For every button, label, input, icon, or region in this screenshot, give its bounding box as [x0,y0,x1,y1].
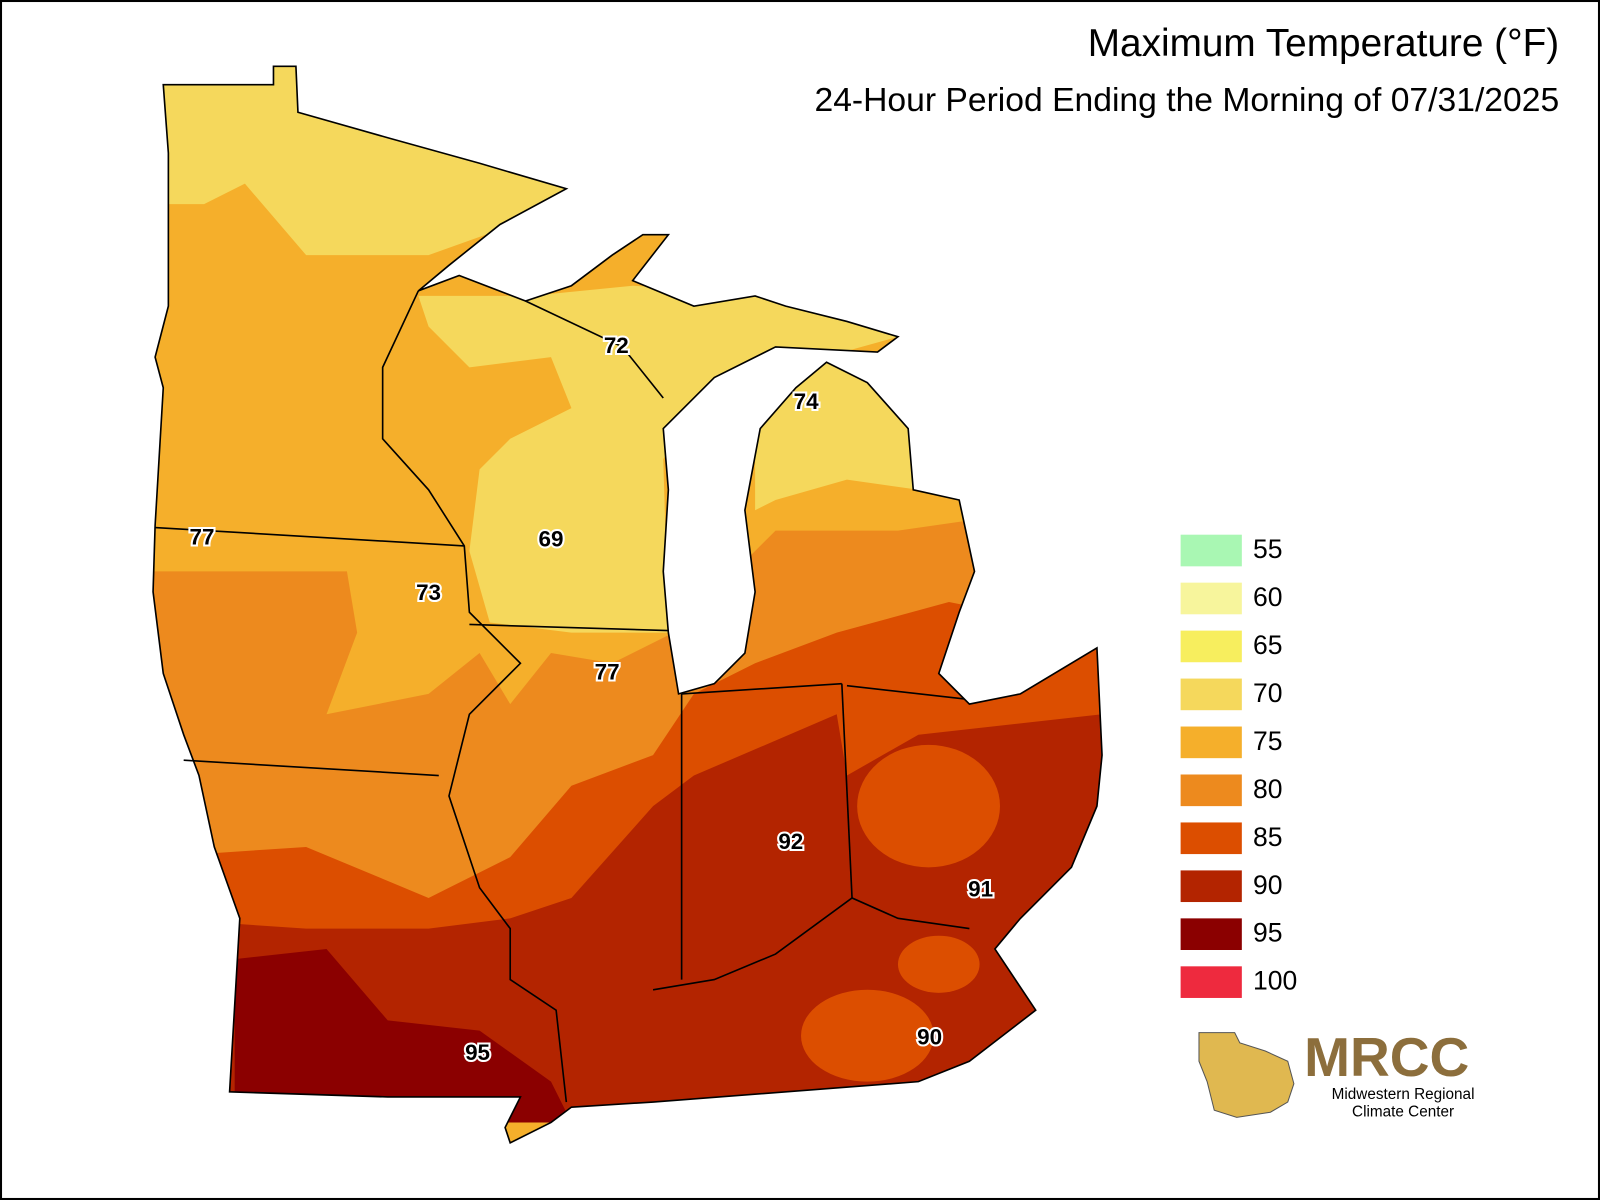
legend-swatch [1180,918,1242,950]
legend-swatch [1180,774,1242,807]
state-border [681,682,842,695]
legend-label: 55 [1253,534,1283,564]
legend-label: 65 [1253,630,1283,660]
station-label: 90 [917,1025,942,1050]
legend-label: 60 [1253,582,1283,612]
legend-label: 70 [1253,678,1283,708]
station-label: 72 [604,333,629,358]
zone [897,935,980,993]
state-border [183,759,439,777]
legend-label: 75 [1253,726,1283,756]
zone [857,744,1000,868]
logo-line: Midwestern Regional [1332,1086,1475,1103]
legend-swatch [1180,870,1242,903]
station-labels: 72 74 69 77 73 77 92 91 90 95 [188,331,996,1067]
legend-label: 80 [1253,774,1283,804]
state-border [525,300,664,399]
legend-swatch [1180,582,1242,615]
subtitle: 24-Hour Period Ending the Morning of 07/… [814,82,1559,119]
legend-swatch [1180,630,1242,663]
state-borders [155,290,970,1103]
station-label: 77 [595,659,620,684]
title: Maximum Temperature (°F) [1088,22,1559,65]
station-label: 73 [416,580,441,605]
station-label: 77 [190,525,215,550]
state-border [155,526,465,547]
legend: 55 60 65 70 75 80 85 90 95 100 [1180,534,1297,998]
logo: MRCC Midwestern Regional Climate Center [1198,1026,1475,1120]
state-border [381,290,568,1103]
legend-label: 85 [1253,822,1283,852]
station-label: 92 [778,829,803,854]
state-border [469,623,669,632]
legend-swatch [1180,534,1242,567]
state-border [846,684,965,700]
state-border [841,683,853,898]
legend-swatch [1180,726,1242,759]
logo-line: Climate Center [1352,1103,1454,1120]
logo-map [1198,1032,1295,1118]
legend-label: 90 [1253,870,1283,900]
zone [755,357,919,511]
state-border [652,897,970,991]
zone [234,948,572,1123]
station-label: 95 [465,1040,490,1065]
legend-swatch [1180,966,1242,998]
legend-swatch [1180,678,1242,711]
station-label: 74 [794,389,819,414]
legend-label: 100 [1253,966,1297,996]
zone [418,285,898,633]
legend-swatch [1180,822,1242,855]
station-label: 69 [539,527,564,552]
logo-name: MRCC [1304,1026,1469,1088]
station-label: 91 [968,877,993,902]
legend-label: 95 [1253,918,1283,948]
zone [801,989,934,1082]
